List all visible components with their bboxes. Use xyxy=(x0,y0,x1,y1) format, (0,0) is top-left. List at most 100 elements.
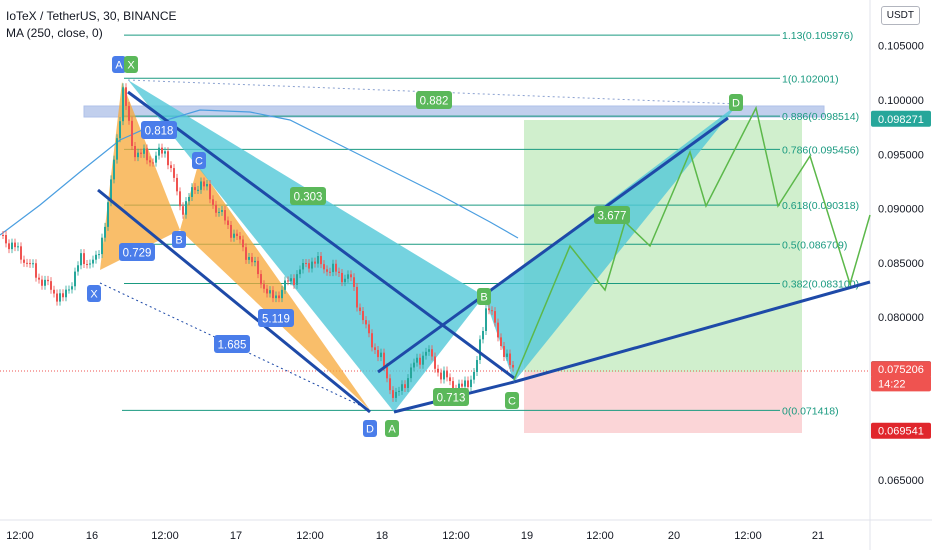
candle-body xyxy=(311,261,313,269)
time-tick-label: 12:00 xyxy=(734,530,762,542)
price-tag-text: 0.075206 xyxy=(878,364,924,376)
time-tick-label: 19 xyxy=(521,530,533,542)
candle-body xyxy=(152,162,154,164)
currency-button[interactable]: USDT xyxy=(880,6,920,25)
ratio-label-text: 0.818 xyxy=(145,126,174,138)
candle-body xyxy=(269,290,271,294)
candle-body xyxy=(2,235,4,236)
time-tick-label: 12:00 xyxy=(442,530,470,542)
candle-body xyxy=(56,293,58,302)
candle-body xyxy=(278,295,280,299)
candle-body xyxy=(452,381,454,389)
teal-pattern-xab xyxy=(128,80,484,412)
candle-body xyxy=(419,357,421,365)
time-tick-label: 12:00 xyxy=(586,530,614,542)
candle-body xyxy=(329,271,331,273)
candle-body xyxy=(173,168,175,178)
fib-level-label: 1.13(0.105976) xyxy=(782,30,853,42)
candle-body xyxy=(476,360,478,372)
candle-body xyxy=(341,272,343,283)
candle-body xyxy=(245,247,247,260)
candle-body xyxy=(236,233,238,237)
price-tick-label: 0.085000 xyxy=(878,258,924,270)
candle-body xyxy=(425,351,427,356)
candle-body xyxy=(113,159,115,180)
candle-body xyxy=(44,279,46,286)
resistance-band xyxy=(83,105,825,118)
price-tag-text: 14:22 xyxy=(878,378,906,390)
candle-body xyxy=(254,260,256,263)
time-tick-label: 12:00 xyxy=(296,530,324,542)
candle-body xyxy=(5,235,7,244)
candle-body xyxy=(506,353,508,357)
candle-body xyxy=(170,165,172,169)
fib-level-label: 1(0.102001) xyxy=(782,73,839,85)
pattern-point-label: A xyxy=(388,424,396,436)
candle-body xyxy=(32,263,34,265)
candle-body xyxy=(35,263,37,278)
candle-body xyxy=(137,152,139,158)
candle-body xyxy=(59,293,61,302)
ratio-label: 0.713 xyxy=(433,388,469,406)
ratio-label-text: 5.119 xyxy=(262,314,290,326)
candle-body xyxy=(86,264,88,266)
candle-body xyxy=(158,147,160,156)
candle-body xyxy=(431,349,433,357)
candle-body xyxy=(353,277,355,287)
ratio-label-text: 3.677 xyxy=(598,211,627,223)
pattern-point-label: X xyxy=(90,289,98,301)
time-tick-label: 21 xyxy=(812,530,824,542)
pattern-point-c: C xyxy=(505,392,519,409)
candle-body xyxy=(317,256,319,264)
pattern-point-a: A xyxy=(385,420,399,437)
ratio-label: 0.818 xyxy=(141,121,177,139)
candle-body xyxy=(53,289,55,294)
candle-body xyxy=(491,310,493,312)
candle-body xyxy=(428,349,430,352)
candle-body xyxy=(260,274,262,285)
candle-body xyxy=(62,293,64,298)
candle-body xyxy=(20,246,22,260)
teal-pattern-bcd xyxy=(484,104,738,382)
candle-body xyxy=(464,380,466,387)
candle-body xyxy=(398,390,400,392)
indicator-legend[interactable]: MA (250, close, 0) xyxy=(6,26,103,40)
candle-body xyxy=(128,105,130,121)
candle-body xyxy=(266,288,268,294)
candle-body xyxy=(392,390,394,398)
candle-body xyxy=(95,254,97,260)
projection-path xyxy=(513,105,871,381)
trend-line xyxy=(127,90,515,380)
candle-body xyxy=(323,264,325,270)
symbol-title[interactable]: IoTeX / TetherUS, 30, BINANCE xyxy=(6,9,177,23)
candle-body xyxy=(467,380,469,387)
candle-body xyxy=(221,210,223,212)
ratio-label: 1.685 xyxy=(214,335,250,353)
candle-body xyxy=(338,271,340,273)
candle-body xyxy=(416,357,418,363)
candle-body xyxy=(374,347,376,350)
candle-body xyxy=(194,187,196,191)
candle-body xyxy=(350,274,352,278)
candle-body xyxy=(107,202,109,227)
candle-body xyxy=(293,278,295,285)
stop-zone xyxy=(524,372,802,433)
time-tick-label: 16 xyxy=(86,530,98,542)
fib-level-label: 0.382(0.083100) xyxy=(782,278,859,290)
candle-body xyxy=(38,277,40,280)
candle-body xyxy=(176,177,178,192)
candle-body xyxy=(239,236,241,240)
fib-level-label: 0.5(0.086709) xyxy=(782,239,847,251)
candle-body xyxy=(230,224,232,238)
candle-body xyxy=(146,148,148,161)
candle-body xyxy=(296,274,298,285)
pattern-point-label: B xyxy=(480,292,487,304)
ratio-label: 0.729 xyxy=(119,243,155,261)
candle-body xyxy=(140,152,142,154)
candle-body xyxy=(83,253,85,265)
candle-body xyxy=(185,201,187,215)
pattern-point-label: X xyxy=(127,60,135,72)
candle-body xyxy=(368,324,370,334)
candle-body xyxy=(335,263,337,272)
